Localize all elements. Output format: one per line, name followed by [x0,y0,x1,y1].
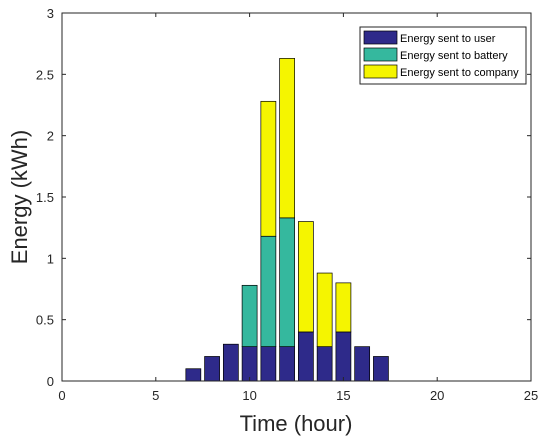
bar-series-1-x-10 [241,346,258,382]
x-axis-label: Time (hour) [240,411,353,436]
bar-series-1-x-16 [354,346,371,382]
legend-label-2: Energy sent to battery [400,50,508,62]
x-tick-label: 15 [336,388,350,403]
y-tick-label: 1 [47,251,54,266]
y-tick-label: 0.5 [36,313,54,328]
legend-label-3: Energy sent to company [400,67,519,79]
legend-label-1: Energy sent to user [400,33,496,45]
bars-group [185,58,389,382]
bar-series-1-x-11 [260,346,277,382]
legend-swatch-1 [363,30,398,45]
y-tick-label: 2.5 [36,67,54,82]
legend-swatch-2 [363,47,398,62]
x-tick-label: 10 [242,388,256,403]
bar-series-1-x-14 [316,346,333,382]
legend-swatch-3 [363,64,398,79]
y-tick-label: 2 [47,129,54,144]
x-axis-ticks: 0 5 10 15 20 25 [58,13,538,403]
bar-series-1-x-8 [204,356,220,382]
y-tick-label: 3 [47,6,54,21]
bar-series-2-x-10 [241,284,258,348]
x-tick-label: 25 [524,388,538,403]
x-tick-label: 5 [152,388,159,403]
y-axis-ticks: 0 0.5 1 1.5 2 2.5 3 [36,6,531,389]
bar-series-1-x-17 [373,356,389,382]
y-tick-label: 0 [47,374,54,389]
bar-series-3-x-13 [298,221,314,333]
x-tick-label: 20 [430,388,444,403]
y-tick-label: 1.5 [36,190,54,205]
y-axis-label: Energy (kWh) [7,130,32,264]
bar-series-3-x-15 [335,282,352,333]
bar-series-3-x-14 [316,272,333,347]
bar-series-1-x-9 [222,343,239,382]
bar-series-1-x-7 [185,368,202,382]
bar-series-2-x-12 [279,217,295,348]
bar-series-1-x-13 [298,331,314,382]
bar-series-2-x-11 [260,235,277,348]
legend: Energy sent to user Energy sent to batter… [359,26,527,85]
bar-series-3-x-12 [279,58,295,219]
x-tick-label: 0 [58,388,65,403]
bar-series-1-x-15 [335,331,352,382]
bar-series-1-x-12 [279,346,295,382]
bar-series-3-x-11 [260,100,277,237]
